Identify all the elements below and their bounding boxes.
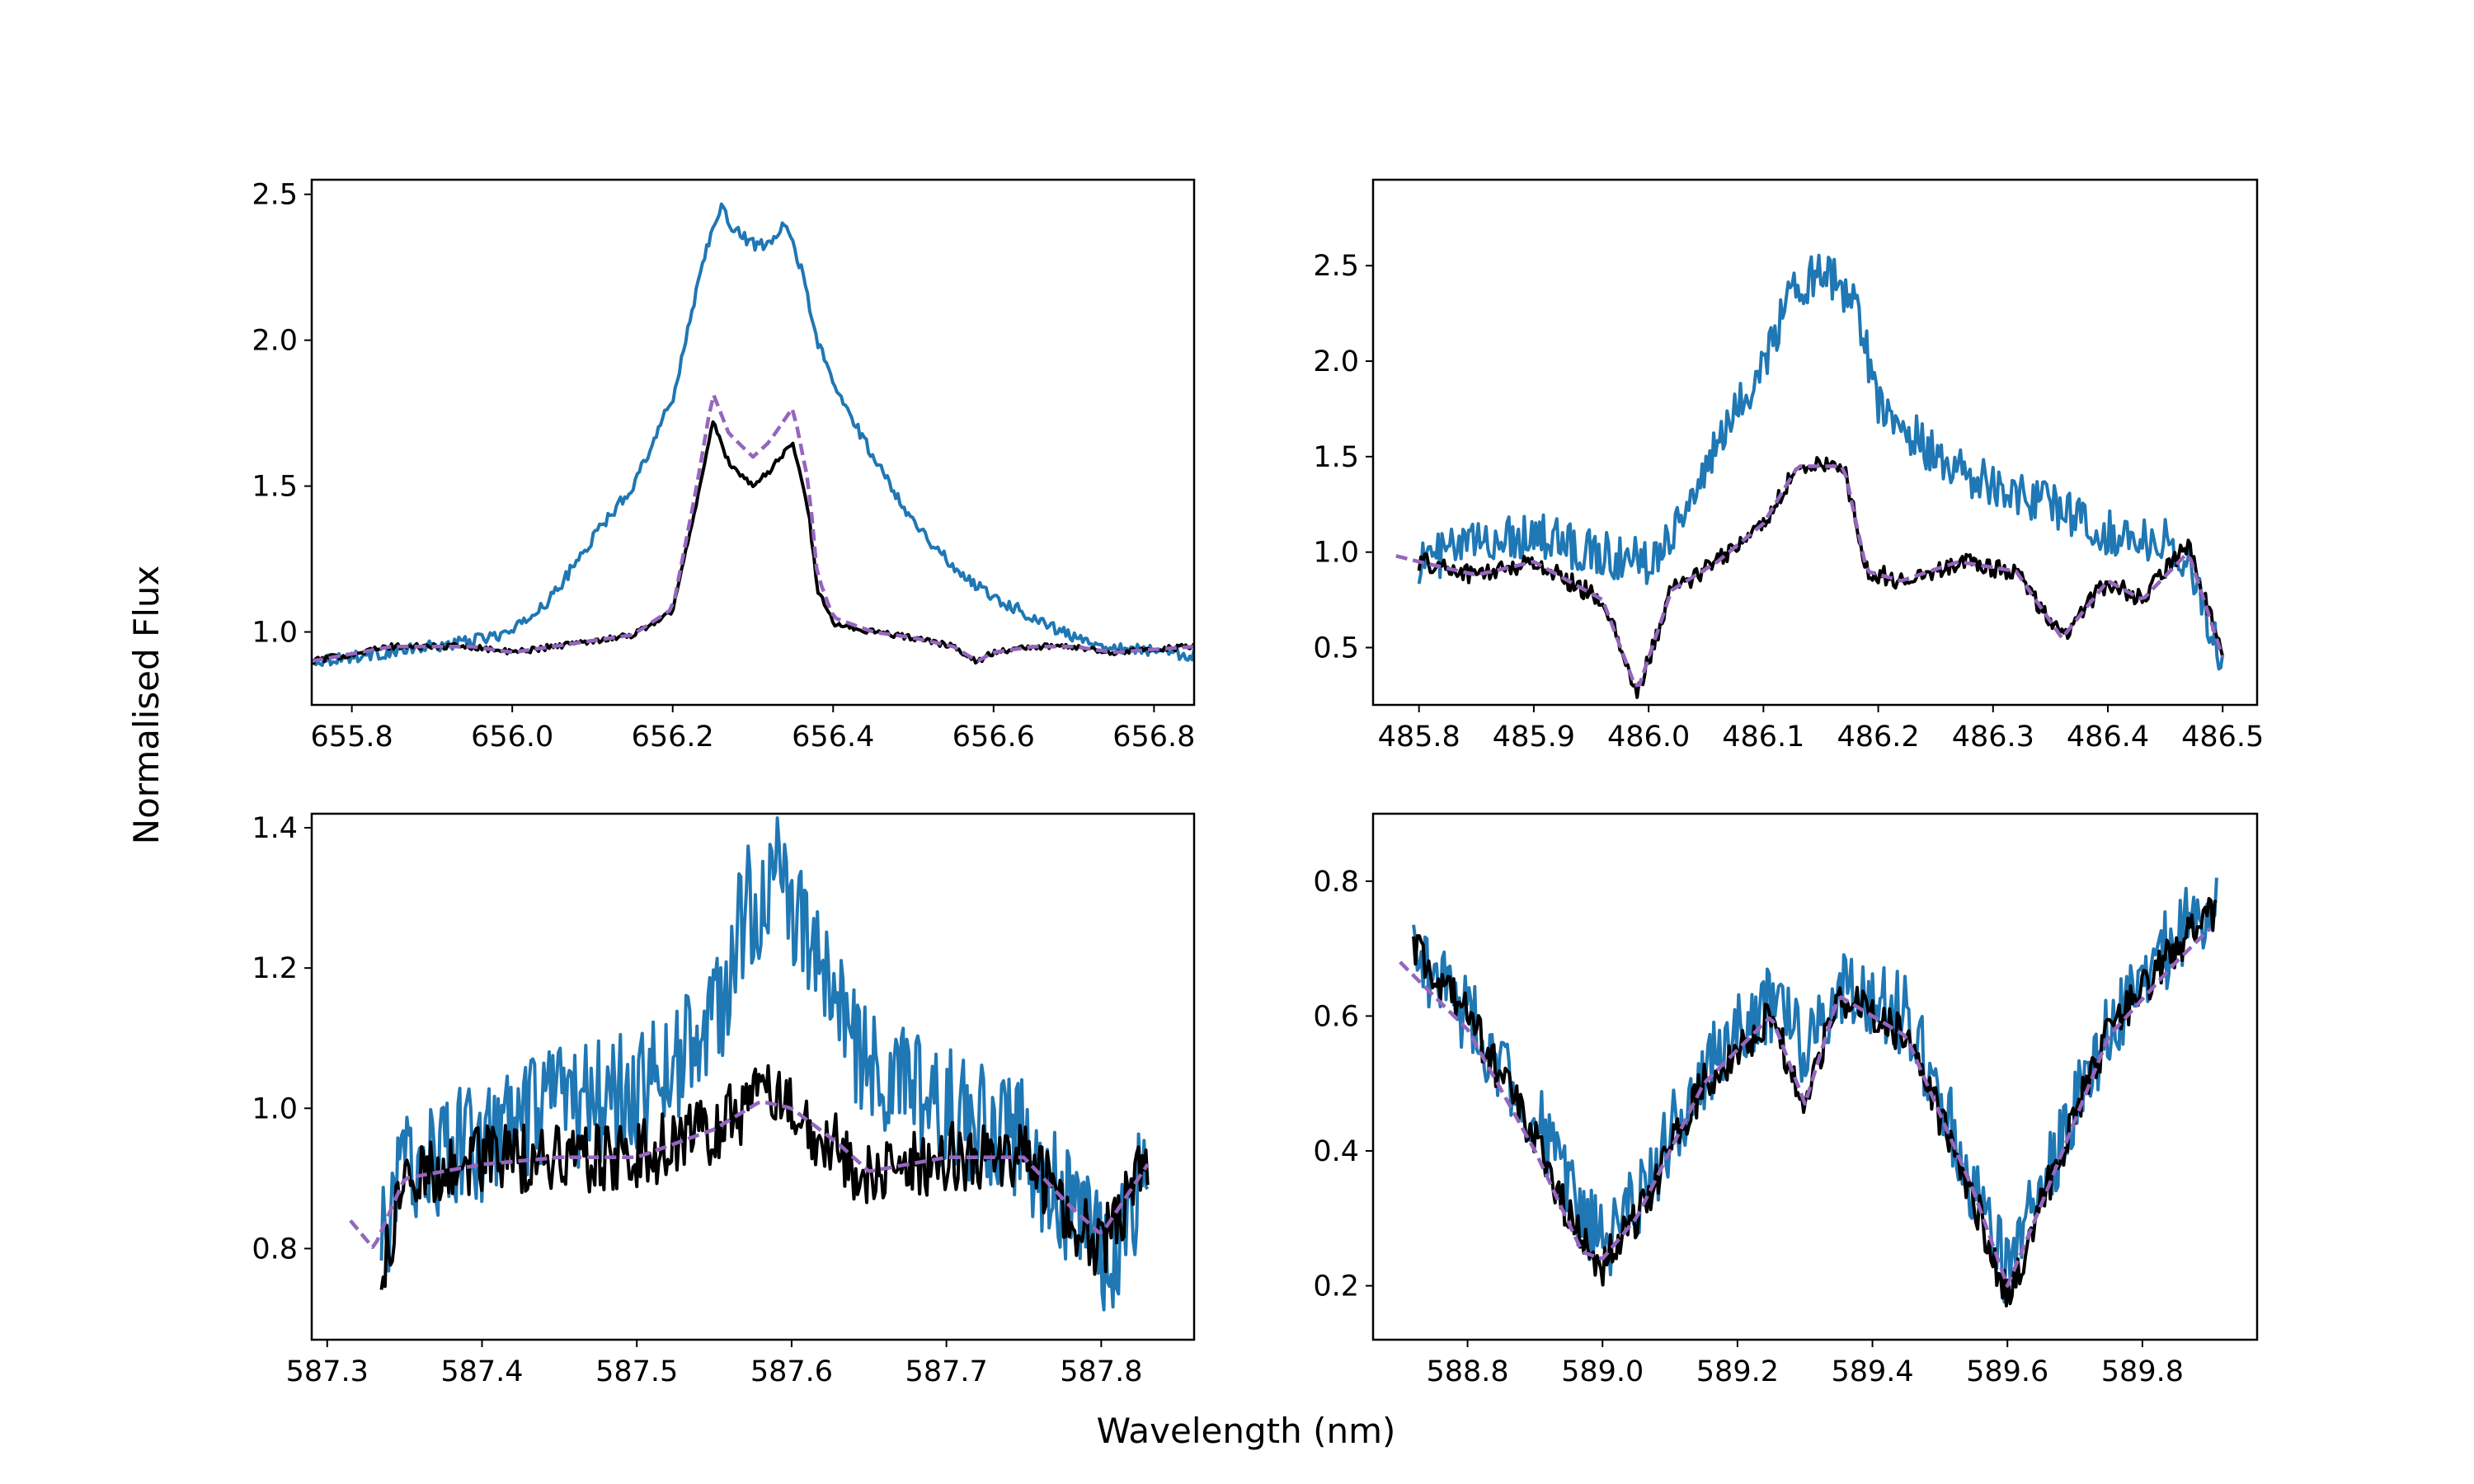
plot-area [349,816,1150,1312]
panel-3: 587.3 587.4 587.5 587.6 587.7 587.8 0.8 1.0 1.2 1… [252,812,1196,1388]
x-tick-label: 486.0 [1607,721,1690,754]
panel-4: 588.8 589.0 589.2 589.4 589.6 589.8 0.2 0.4 0.6 0… [1313,812,2259,1388]
x-tick-label: 656.4 [792,721,874,754]
panel-1: 655.8 656.0 656.2 656.4 656.6 656.8 1.0 1.5 2.0 2… [252,179,1195,754]
x-tick-label: 589.8 [2101,1355,2184,1388]
plot-area [1395,253,2225,699]
x-tick-label: 589.6 [1966,1355,2048,1388]
y-tick-label: 0.6 [1313,1000,1359,1033]
x-tick-label: 656.0 [471,721,553,754]
x-axis-title: Wavelength (nm) [1097,1411,1396,1451]
x-tick-label: 587.6 [750,1355,833,1388]
axes-frame [310,812,1196,1341]
x-tick-label: 656.8 [1112,721,1195,754]
x-tick-label: 587.4 [440,1355,523,1388]
x-tick-label: 485.9 [1493,721,1575,754]
series-observed-emission [312,202,1194,667]
x-tick-label: 589.0 [1561,1355,1644,1388]
axes-frame [310,178,1196,707]
x-tick-label: 485.8 [1378,721,1460,754]
x-tick-label: 656.2 [632,721,714,754]
series-model [1399,927,2212,1288]
plot-area [1399,877,2218,1308]
axes-frame [1371,812,2259,1341]
y-tick-label: 2.0 [1313,345,1359,378]
x-tick-label: 655.8 [311,721,393,754]
y-tick-label: 1.4 [252,812,298,845]
x-tick-label: 486.1 [1722,721,1804,754]
y-tick-label: 0.2 [1313,1270,1359,1303]
x-tick-label: 588.8 [1426,1355,1508,1388]
y-axis-title: Normalised Flux [126,566,167,845]
x-tick-label: 587.7 [905,1355,988,1388]
y-tick-label: 1.0 [1313,537,1359,570]
y-tick-label: 1.5 [252,471,298,504]
x-tick-label: 589.4 [1831,1355,1913,1388]
series-observed [379,1064,1150,1290]
y-tick-label: 2.5 [1313,250,1359,283]
panel-2: 485.8 485.9 486.0 486.1 486.2 486.3 486.4 486.5… [1313,178,2264,754]
x-tick-label: 486.2 [1837,721,1919,754]
plot-area [312,202,1194,667]
y-tick-label: 1.2 [252,952,298,985]
y-tick-label: 1.0 [252,1092,298,1125]
y-tick-label: 2.0 [252,325,298,358]
y-tick-label: 0.5 [1313,632,1359,665]
x-tick-label: 587.5 [595,1355,678,1388]
y-tick-label: 0.4 [1313,1135,1359,1168]
x-tick-label: 486.4 [2067,721,2149,754]
axes-frame [1371,178,2259,707]
x-tick-label: 486.5 [2181,721,2264,754]
series-observed [1412,897,2218,1308]
series-model [1395,464,2225,688]
series-observed-emission [1417,253,2225,671]
y-tick-label: 1.5 [1313,441,1359,474]
series-observed [1417,456,2225,699]
y-tick-label: 0.8 [1313,866,1359,899]
x-tick-label: 587.3 [286,1355,369,1388]
x-tick-label: 589.2 [1696,1355,1779,1388]
series-model [312,392,1194,664]
x-tick-label: 656.6 [952,721,1035,754]
y-tick-label: 1.0 [252,617,298,650]
y-tick-label: 0.8 [252,1233,298,1266]
y-tick-label: 2.5 [252,179,298,212]
x-tick-label: 486.3 [1952,721,2034,754]
x-tick-label: 587.8 [1060,1355,1142,1388]
